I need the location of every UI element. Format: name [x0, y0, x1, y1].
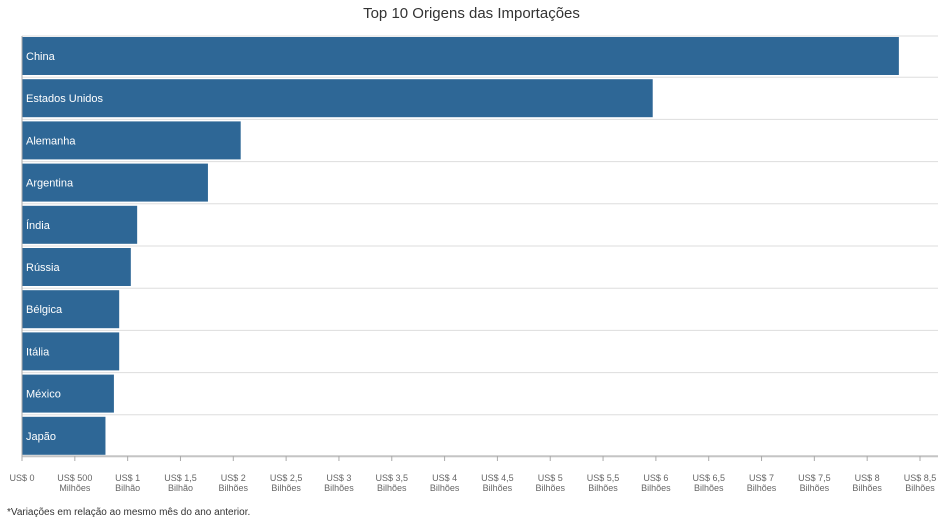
x-tick-label: US$ 1,5 Bilhão — [164, 473, 197, 493]
bar-label: Japão — [26, 431, 56, 443]
bar-label: Estados Unidos — [26, 93, 104, 105]
bar[interactable] — [22, 121, 241, 160]
footnote: *Variações em relação ao mesmo mês do an… — [7, 507, 251, 518]
bar[interactable] — [22, 332, 120, 371]
bar-label: Índia — [26, 219, 51, 232]
bar-label: Argentina — [26, 178, 74, 190]
bar[interactable] — [22, 37, 899, 75]
bar[interactable] — [22, 205, 138, 244]
bar-label: Bélgica — [26, 304, 63, 316]
x-tick-label: US$ 6 Bilhões — [641, 473, 671, 493]
chart-title: Top 10 Origens das Importações — [363, 5, 580, 22]
x-tick-label: US$ 4 Bilhões — [430, 473, 460, 493]
x-tick-label: US$ 3 Bilhões — [324, 473, 354, 493]
x-tick-label: US$ 0 — [9, 473, 34, 483]
bar-label: Alemanha — [26, 135, 76, 147]
x-tick-label: US$ 7,5 Bilhões — [798, 473, 831, 493]
x-tick-label: US$ 8,5 Bilhões — [904, 473, 937, 493]
grid-lines — [22, 35, 938, 458]
x-tick-label: US$ 5 Bilhões — [535, 473, 565, 493]
x-tick-label: US$ 4,5 Bilhões — [481, 473, 514, 493]
x-tick-label: US$ 3,5 Bilhões — [375, 473, 408, 493]
bar-label: México — [26, 389, 61, 401]
x-tick-label: US$ 1 Bilhão — [115, 473, 140, 493]
x-tick-label: US$ 2,5 Bilhões — [270, 473, 303, 493]
x-axis: US$ 0 US$ 500 Milhões US$ 1 Bilhão US$ 1,5 Bil… — [9, 36, 938, 493]
x-tick-label: US$ 5,5 Bilhões — [587, 473, 620, 493]
bar[interactable] — [22, 290, 120, 329]
bars: China Estados Unidos Alemanha Argentina Índi… — [22, 37, 899, 455]
bar-label: Itália — [26, 346, 50, 358]
bar[interactable] — [22, 248, 131, 286]
bar-label: China — [26, 51, 56, 63]
x-tick-label: US$ 6,5 Bilhões — [692, 473, 725, 493]
bar-label: Rússia — [26, 262, 61, 274]
bar[interactable] — [22, 163, 208, 202]
x-tick-label: US$ 2 Bilhões — [219, 473, 249, 493]
bar[interactable] — [22, 374, 114, 413]
bar[interactable] — [22, 79, 653, 118]
x-tick-label: US$ 7 Bilhões — [747, 473, 777, 493]
x-tick-label: US$ 8 Bilhões — [852, 473, 882, 493]
bar[interactable] — [22, 416, 106, 455]
x-tick-label: US$ 500 Milhões — [57, 473, 92, 493]
